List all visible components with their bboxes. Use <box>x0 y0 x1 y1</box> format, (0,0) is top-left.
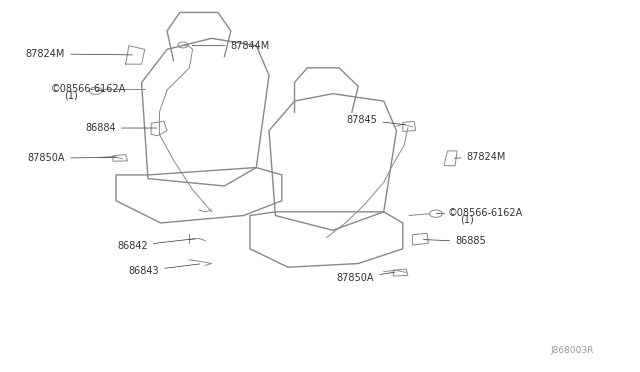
Text: J868003R: J868003R <box>550 346 594 355</box>
Text: ©08566-6162A: ©08566-6162A <box>51 84 126 94</box>
Text: 86843: 86843 <box>129 264 200 276</box>
Text: 87850A: 87850A <box>337 272 395 283</box>
Text: 86842: 86842 <box>117 239 195 251</box>
Text: 87824M: 87824M <box>26 49 132 59</box>
Text: 87844M: 87844M <box>192 41 270 51</box>
Text: (1): (1) <box>64 90 77 100</box>
Text: 87824M: 87824M <box>454 152 506 162</box>
Text: 86885: 86885 <box>424 236 486 246</box>
Text: 87845: 87845 <box>346 115 405 125</box>
Text: (1): (1) <box>460 215 474 225</box>
Text: 87850A: 87850A <box>28 153 116 163</box>
Text: 86884: 86884 <box>86 123 157 133</box>
Text: ©08566-6162A: ©08566-6162A <box>447 208 523 218</box>
